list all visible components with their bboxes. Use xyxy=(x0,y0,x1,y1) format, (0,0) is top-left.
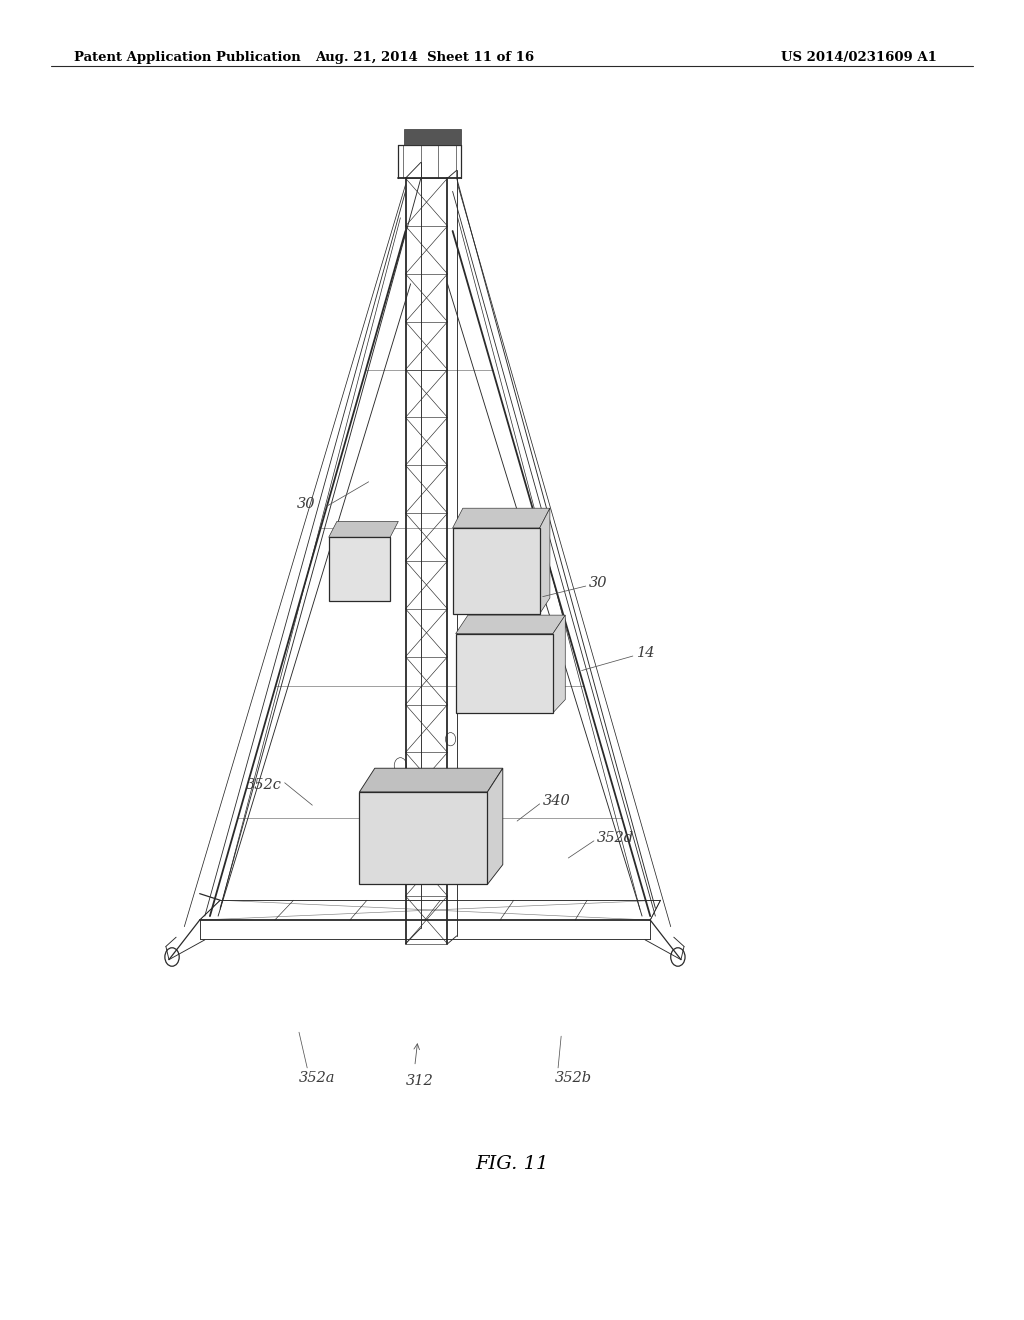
Text: 14: 14 xyxy=(637,647,655,660)
Polygon shape xyxy=(329,521,398,537)
Polygon shape xyxy=(453,508,550,528)
Polygon shape xyxy=(553,615,565,713)
Text: 352d: 352d xyxy=(597,832,634,845)
Polygon shape xyxy=(487,768,503,884)
Bar xyxy=(403,129,461,145)
Text: US 2014/0231609 A1: US 2014/0231609 A1 xyxy=(781,50,937,63)
Text: 340: 340 xyxy=(543,795,570,808)
Bar xyxy=(456,634,553,713)
Polygon shape xyxy=(540,508,550,614)
Text: 30: 30 xyxy=(297,498,315,511)
Text: 352b: 352b xyxy=(555,1072,592,1085)
Polygon shape xyxy=(456,615,565,634)
Text: Patent Application Publication: Patent Application Publication xyxy=(74,50,300,63)
Polygon shape xyxy=(359,768,503,792)
Text: 312: 312 xyxy=(406,1074,433,1088)
Text: 352a: 352a xyxy=(299,1072,336,1085)
Bar xyxy=(329,537,390,601)
Text: 352c: 352c xyxy=(246,779,282,792)
Text: Aug. 21, 2014  Sheet 11 of 16: Aug. 21, 2014 Sheet 11 of 16 xyxy=(315,50,535,63)
Bar xyxy=(359,792,487,884)
Text: 30: 30 xyxy=(589,577,607,590)
Text: FIG. 11: FIG. 11 xyxy=(475,1155,549,1173)
Bar xyxy=(453,528,540,614)
